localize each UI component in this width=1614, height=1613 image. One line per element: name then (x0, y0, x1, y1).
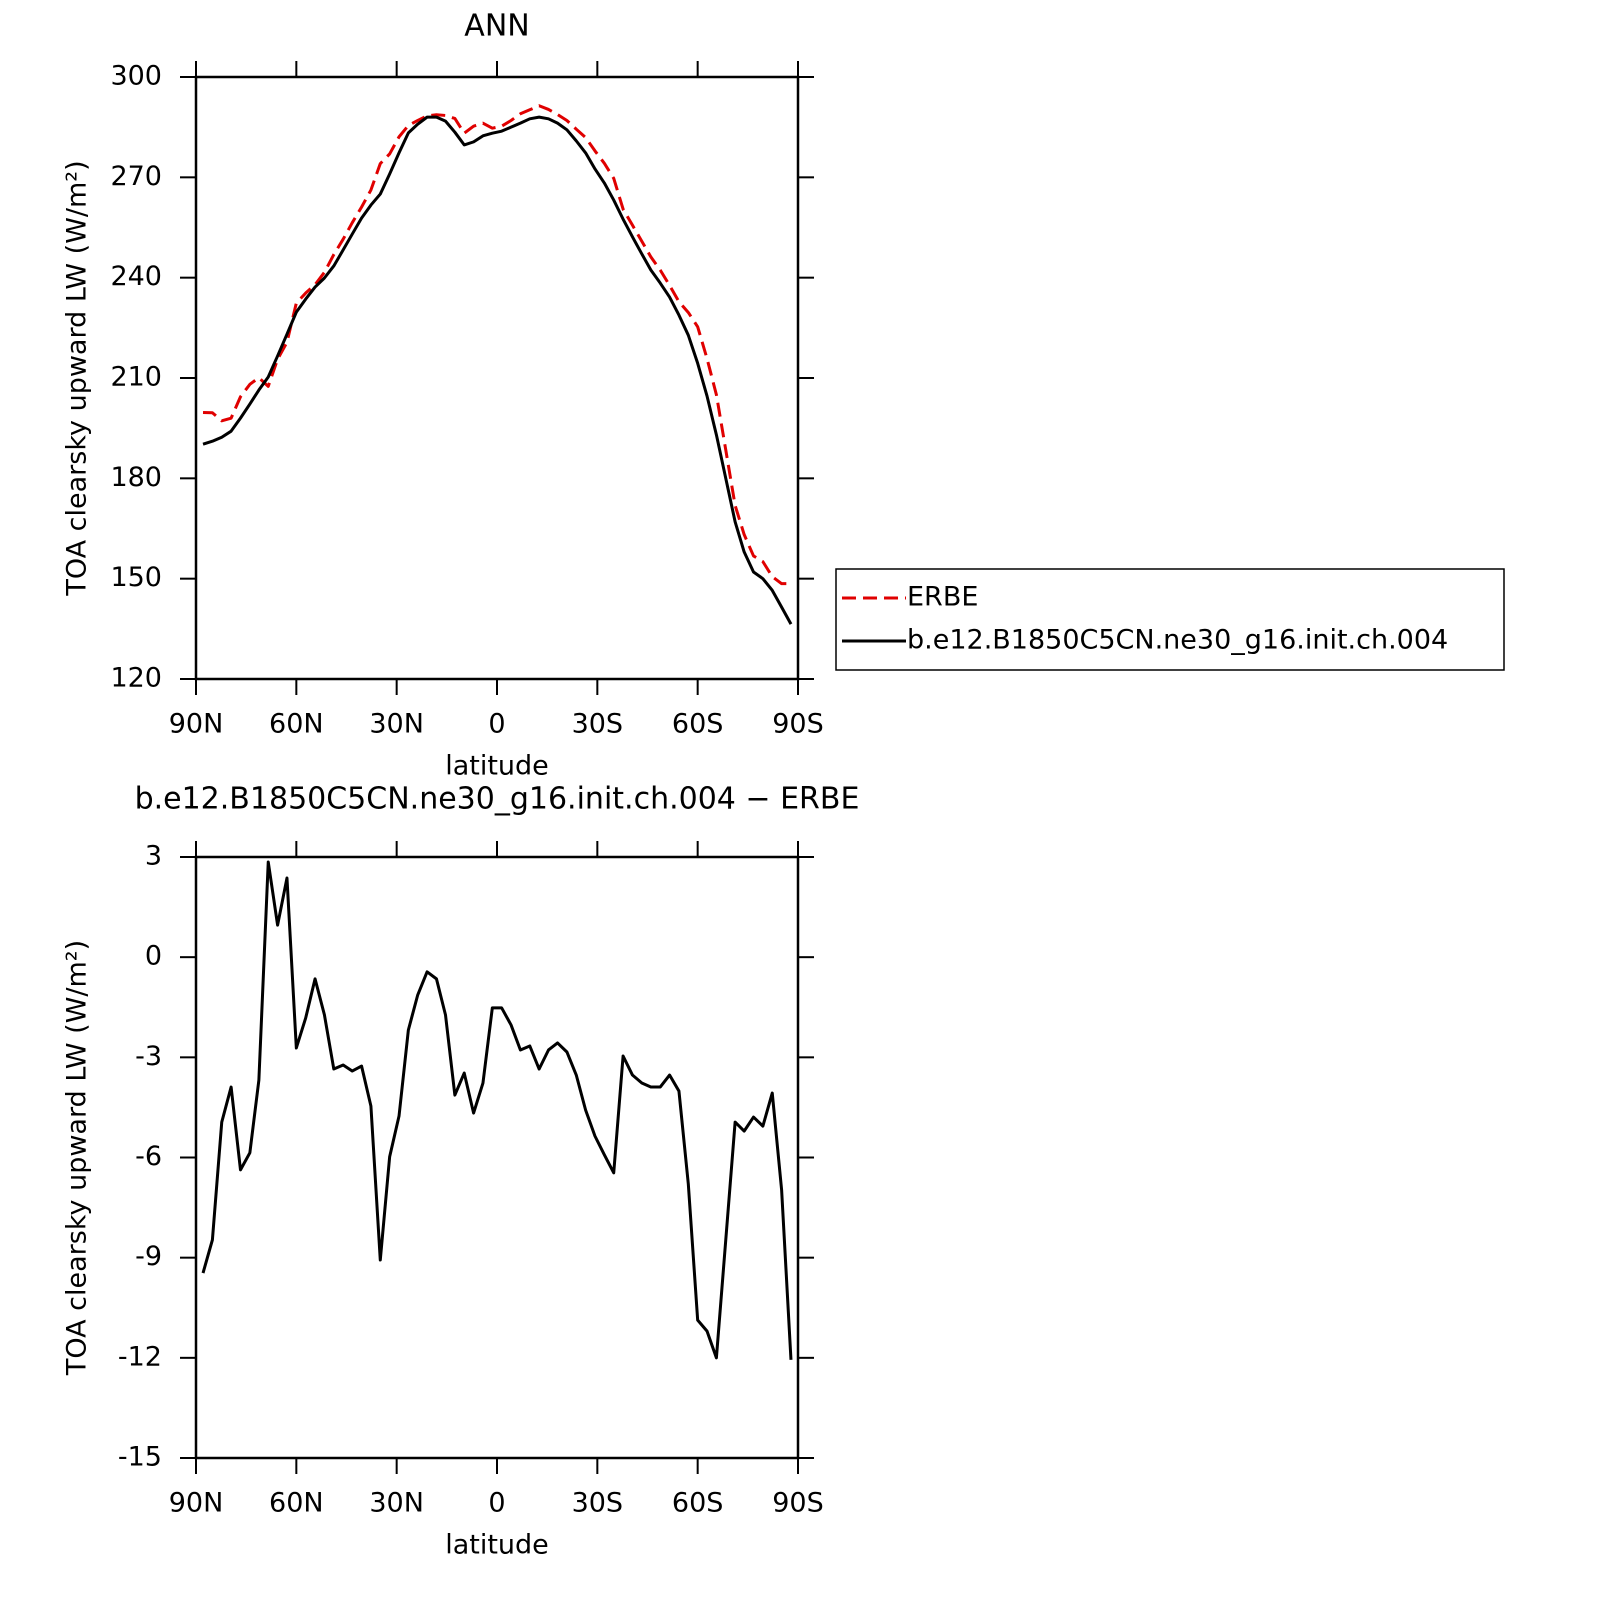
data-line (202, 115, 793, 625)
y-tick-label: 270 (110, 161, 162, 192)
x-tick-label: 60N (269, 1488, 324, 1519)
x-tick-label: 0 (488, 1488, 505, 1519)
y-tick-label: -3 (135, 1041, 162, 1072)
legend-label: ERBE (907, 582, 978, 613)
x-tick-label: 90N (169, 1488, 224, 1519)
data-line (202, 104, 791, 586)
chart-title: ANN (464, 9, 529, 44)
x-tick-label: 90N (169, 709, 224, 740)
legend-label: b.e12.B1850C5CN.ne30_g16.init.ch.004 (907, 625, 1448, 656)
x-axis-label: latitude (445, 751, 549, 782)
y-tick-label: 180 (110, 462, 162, 493)
plot-frame (194, 75, 800, 681)
x-tick-label: 60S (672, 1488, 724, 1519)
y-tick-label: 150 (110, 562, 162, 593)
y-tick-label: -12 (118, 1341, 162, 1372)
x-tick-label: 60S (672, 709, 724, 740)
data-line (201, 860, 793, 1360)
y-tick-label: 240 (110, 261, 162, 292)
plot-frame (194, 855, 800, 1460)
legend-box (835, 568, 1505, 671)
x-tick-label: 60N (269, 709, 324, 740)
y-tick-label: -6 (135, 1141, 162, 1172)
y-tick-label: 210 (110, 362, 162, 393)
y-tick-label: 120 (110, 663, 162, 694)
y-tick-label: 3 (145, 841, 162, 872)
y-tick-label: -9 (135, 1241, 162, 1272)
x-tick-label: 30N (369, 709, 424, 740)
x-axis-label: latitude (445, 1530, 549, 1561)
y-axis-label: TOA clearsky upward LW (W/m²) (62, 940, 93, 1376)
chart-title: b.e12.B1850C5CN.ne30_g16.init.ch.004 − E… (135, 782, 860, 817)
y-tick-label: 0 (145, 941, 162, 972)
y-tick-label: 300 (110, 61, 162, 92)
x-tick-label: 30N (369, 1488, 424, 1519)
y-axis-label: TOA clearsky upward LW (W/m²) (62, 160, 93, 596)
y-tick-label: -15 (118, 1442, 162, 1473)
x-tick-label: 90S (772, 1488, 824, 1519)
x-tick-label: 0 (488, 709, 505, 740)
x-tick-label: 90S (772, 709, 824, 740)
x-tick-label: 30S (572, 709, 624, 740)
x-tick-label: 30S (572, 1488, 624, 1519)
